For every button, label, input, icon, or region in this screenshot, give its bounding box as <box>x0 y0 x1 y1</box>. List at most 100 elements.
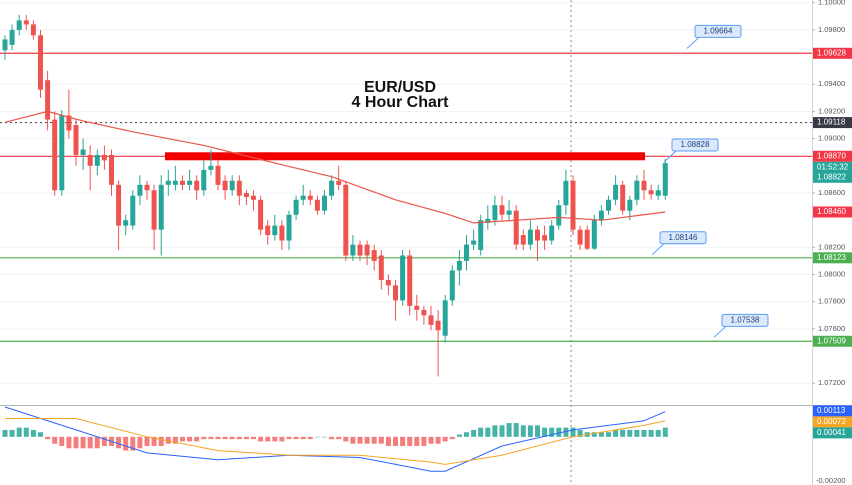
macd-histogram-bar <box>428 436 434 444</box>
macd-histogram-bar <box>2 429 8 437</box>
macd-histogram-bar <box>300 436 306 440</box>
macd-histogram-bar <box>478 427 484 437</box>
candle-body <box>38 35 43 90</box>
macd-histogram-bar <box>456 434 462 437</box>
macd-histogram-bar <box>471 429 477 437</box>
candle-body <box>535 229 540 241</box>
candle-body <box>66 115 72 131</box>
candle-body <box>506 210 512 215</box>
candle-body <box>243 192 249 198</box>
macd-histogram-bar <box>38 432 43 437</box>
macd-histogram-bar <box>357 436 363 444</box>
candle-body <box>442 300 448 336</box>
candle-body <box>314 199 320 211</box>
macd-histogram-bar <box>549 427 555 437</box>
y-tick-label: 1.09400 <box>818 79 845 88</box>
candle-body <box>272 225 278 236</box>
candle-body <box>229 180 235 191</box>
macd-histogram-bar <box>130 436 136 451</box>
candle-body <box>322 195 327 211</box>
candle-body <box>180 180 185 185</box>
macd-histogram-bar <box>442 436 448 442</box>
macd-histogram-bar <box>307 436 313 440</box>
macd-histogram-bar <box>520 425 526 437</box>
macd-histogram-bar <box>591 432 597 437</box>
macd-histogram-bar <box>208 436 214 440</box>
candle-body <box>45 80 51 120</box>
macd-histogram-bar <box>23 427 29 437</box>
macd-histogram-bar <box>563 427 569 437</box>
candle-body <box>94 154 100 166</box>
macd-histogram-bar <box>598 432 604 437</box>
candle-body <box>648 190 654 195</box>
candle-body <box>279 225 285 241</box>
chart-title: EUR/USD <box>364 79 436 96</box>
candle-body <box>478 220 484 251</box>
macd-histogram-bar <box>16 427 22 437</box>
candle-body <box>371 250 377 261</box>
candle-body <box>385 279 391 286</box>
chart-subtitle: 4 Hour Chart <box>352 94 450 111</box>
candle-body <box>165 180 171 185</box>
macd-histogram-bar <box>414 436 420 446</box>
candle-body <box>662 163 668 196</box>
candle-body <box>542 235 548 241</box>
macd-histogram-bar <box>94 436 100 449</box>
y-tick-label: 1.09000 <box>818 134 845 143</box>
macd-histogram-bar <box>180 436 185 442</box>
candle-body <box>286 214 292 241</box>
macd-histogram-bar <box>577 429 583 437</box>
macd-histogram-bar <box>485 427 491 437</box>
candle-body <box>80 149 86 155</box>
macd-histogram-bar <box>279 436 285 442</box>
macd-histogram-bar <box>251 436 256 440</box>
macd-tag-label: 0.00072 <box>817 417 846 426</box>
macd-histogram-bar <box>364 436 370 444</box>
macd-histogram-bar <box>393 436 398 446</box>
macd-histogram-bar <box>407 436 413 446</box>
macd-histogram-bar <box>101 436 107 446</box>
macd-histogram-bar <box>613 429 619 437</box>
candle-body <box>329 180 335 196</box>
callout-label: 1.08828 <box>681 140 710 149</box>
candle-body <box>464 244 469 261</box>
macd-histogram-bar <box>464 432 469 437</box>
candle-body <box>520 235 526 245</box>
y-tick-label: 1.10000 <box>818 0 845 7</box>
macd-histogram-bar <box>201 436 207 440</box>
macd-histogram-bar <box>222 436 228 440</box>
macd-histogram-bar <box>272 436 278 442</box>
price-tag-label: 1.08870 <box>817 151 846 160</box>
macd-histogram-bar <box>187 436 193 442</box>
candle-body <box>485 218 491 223</box>
macd-histogram-bar <box>30 429 36 437</box>
price-tag-label: 1.08460 <box>817 207 846 216</box>
callout-box <box>721 313 769 327</box>
macd-histogram-bar <box>243 436 249 440</box>
candle-body <box>30 24 36 36</box>
candle-body <box>52 119 58 191</box>
price-axis: 1.10000 1.09800 1.09400 1.09200 1.09000 1.086… <box>812 0 852 485</box>
macd-histogram-bar <box>144 436 150 446</box>
macd-histogram-bar <box>400 436 406 446</box>
macd-pane <box>2 406 668 472</box>
macd-histogram-bar <box>662 427 668 437</box>
candle-body <box>158 184 164 230</box>
candle-body <box>293 199 299 215</box>
macd-histogram-bar <box>606 432 611 437</box>
macd-histogram-bar <box>336 436 342 440</box>
price-tag <box>813 47 852 59</box>
candle-body <box>549 225 555 241</box>
macd-histogram-bar <box>66 436 72 449</box>
signal-line <box>5 418 666 465</box>
macd-histogram-bar <box>499 425 505 437</box>
macd-histogram-bar <box>513 423 519 437</box>
candle-body <box>16 20 22 30</box>
macd-histogram-bar <box>378 436 384 444</box>
macd-histogram-bar <box>570 427 576 437</box>
candle-body <box>208 165 214 170</box>
candle-body <box>556 205 562 226</box>
price-tag-label: 1.08123 <box>817 253 846 262</box>
